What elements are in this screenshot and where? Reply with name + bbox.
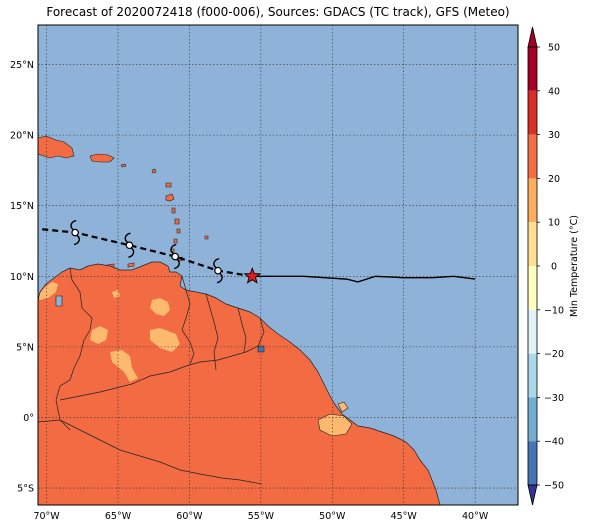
warm-patch-venezuela-north bbox=[150, 298, 170, 316]
island-guadeloupe bbox=[165, 193, 175, 202]
colorbar-segment bbox=[528, 441, 537, 485]
island-dominica bbox=[171, 207, 176, 214]
colorbar-tick-label: −20 bbox=[544, 349, 564, 360]
colorbar-segment bbox=[528, 134, 537, 179]
colorbar-segment bbox=[528, 309, 537, 354]
colorbar-tick-label: 10 bbox=[548, 218, 560, 229]
longitude-axis: 70°W 65°W 60°W 55°W 50°W 45°W 40°W bbox=[33, 511, 488, 522]
colorbar-segment bbox=[528, 266, 537, 310]
longitude-tick-label: 60°W bbox=[176, 511, 203, 522]
current-position-star-icon bbox=[243, 267, 262, 284]
storm-tracks bbox=[38, 219, 476, 284]
border-suriname-guiana bbox=[237, 307, 247, 353]
longitude-tick-label: 45°W bbox=[391, 511, 418, 522]
island-bonaire bbox=[127, 262, 135, 268]
latitude-tick-label: 20°N bbox=[10, 131, 34, 142]
border-brazil-peru bbox=[38, 419, 263, 485]
colorbar-tick-label: −10 bbox=[544, 305, 564, 316]
island-st-vincent bbox=[173, 238, 178, 244]
past-track-line bbox=[38, 227, 253, 278]
warm-patch-colombia bbox=[38, 282, 58, 300]
forecast-track-line bbox=[252, 275, 476, 283]
latitude-tick-label: 15°N bbox=[10, 201, 34, 212]
tropical-storm-icon bbox=[170, 243, 180, 270]
latitude-tick-label: 10°N bbox=[10, 272, 34, 283]
colorbar-segment bbox=[528, 397, 537, 442]
colorbar-tick-label: 20 bbox=[548, 174, 560, 185]
longitude-tick-label: 40°W bbox=[462, 511, 489, 522]
colorbar-segment bbox=[528, 353, 537, 398]
south-america-land bbox=[38, 262, 440, 505]
latitude-tick-label: 5°S bbox=[17, 484, 34, 495]
latitude-tick-label: 5°N bbox=[16, 342, 34, 353]
island-martinique bbox=[174, 218, 180, 225]
map-title: Forecast of 2020072418 (f000-006), Sourc… bbox=[46, 5, 510, 19]
island-anguilla bbox=[151, 168, 157, 174]
colorbar-tick-label: 30 bbox=[548, 130, 560, 141]
colorbar-tick-label: 50 bbox=[548, 43, 560, 54]
island-antigua bbox=[165, 182, 172, 188]
colorbar-tick-label: −50 bbox=[544, 481, 564, 492]
colorbar-extend-bottom bbox=[527, 484, 538, 506]
longitude-tick-label: 50°W bbox=[319, 511, 346, 522]
border-colombia-venezuela bbox=[55, 267, 93, 431]
warm-patch-guyana bbox=[150, 328, 180, 352]
longitude-tick-label: 70°W bbox=[33, 511, 60, 522]
lagoon-guiana bbox=[257, 345, 265, 353]
colorbar-tick-label: 0 bbox=[551, 262, 557, 273]
map-frame bbox=[38, 25, 518, 505]
hispaniola-coast bbox=[38, 135, 75, 159]
island-saint-lucia bbox=[176, 228, 181, 234]
colorbar-segment bbox=[528, 47, 537, 91]
colorbar-segment bbox=[528, 178, 537, 223]
colorbar-tick-label: −40 bbox=[544, 437, 564, 448]
tropical-storm-icon bbox=[124, 232, 135, 258]
gridlines bbox=[38, 25, 518, 505]
border-guyana-suriname bbox=[205, 293, 219, 371]
colorbar-tick-label: −30 bbox=[544, 393, 564, 404]
warm-patch-venezuela-center bbox=[90, 326, 108, 344]
colorbar-tick-label: 40 bbox=[548, 86, 560, 97]
longitude-tick-label: 55°W bbox=[248, 511, 275, 522]
warm-patches bbox=[38, 282, 180, 382]
colorbar-extend-top bbox=[527, 26, 538, 48]
puerto-rico-coast bbox=[89, 153, 115, 163]
country-borders bbox=[38, 261, 441, 505]
delta-island bbox=[337, 401, 349, 413]
latitude-axis: 25°N 20°N 15°N 10°N 5°N 0° 5°S bbox=[10, 60, 34, 495]
colorbar-label: Min Temperature (°C) bbox=[569, 215, 580, 317]
border-venezuela-guyana bbox=[181, 275, 195, 365]
warm-patch-roraima bbox=[110, 350, 138, 382]
colorbar-segment bbox=[528, 90, 537, 135]
border-guiana-brazil bbox=[59, 317, 265, 401]
coast-caribbean bbox=[38, 261, 441, 505]
island-barbados bbox=[204, 235, 209, 240]
colorbar-segment bbox=[528, 222, 537, 266]
map-border bbox=[37, 24, 519, 506]
colorbar: 50 40 30 20 10 0 −10 −20 −30 −40 −50 Min Temperatur… bbox=[527, 26, 580, 506]
latitude-tick-label: 25°N bbox=[10, 60, 34, 71]
latitude-tick-label: 0° bbox=[23, 413, 34, 424]
lake-maracaibo bbox=[55, 295, 63, 307]
tropical-storm-icon bbox=[213, 257, 223, 284]
longitude-tick-label: 65°W bbox=[105, 511, 132, 522]
virgin-islands bbox=[120, 163, 127, 168]
tropical-storm-icon bbox=[70, 219, 80, 246]
